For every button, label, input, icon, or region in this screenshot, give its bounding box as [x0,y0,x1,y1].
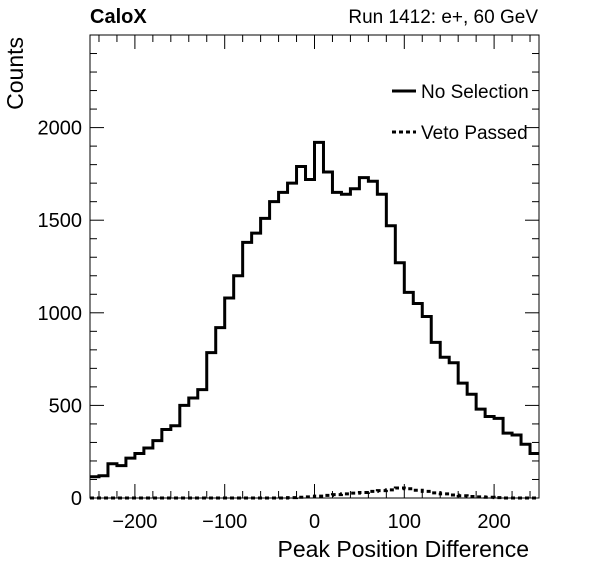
y-tick-label: 0 [71,488,82,510]
x-axis-title: Peak Position Difference [278,536,529,562]
legend-label: No Selection [421,82,529,103]
plot-frame [89,34,540,499]
y-tick-label: 1000 [38,303,83,325]
y-tick-label: 2000 [38,118,83,140]
run-info-label: Run 1412: e+, 60 GeV [348,7,538,28]
series-veto-passed-line [90,486,539,500]
experiment-label: CaloX [90,6,147,28]
x-tick-label: −200 [112,511,157,533]
x-tick-label: 100 [388,511,421,533]
y-axis-title: Counts [2,37,28,110]
y-tick-label: 1500 [38,210,83,232]
y-tick-label: 500 [49,395,82,417]
x-tick-label: 0 [309,511,320,533]
series-no-selection-line [90,140,539,479]
x-tick-label: 200 [477,511,510,533]
legend-label: Veto Passed [421,123,528,144]
x-tick-label: −100 [202,511,247,533]
